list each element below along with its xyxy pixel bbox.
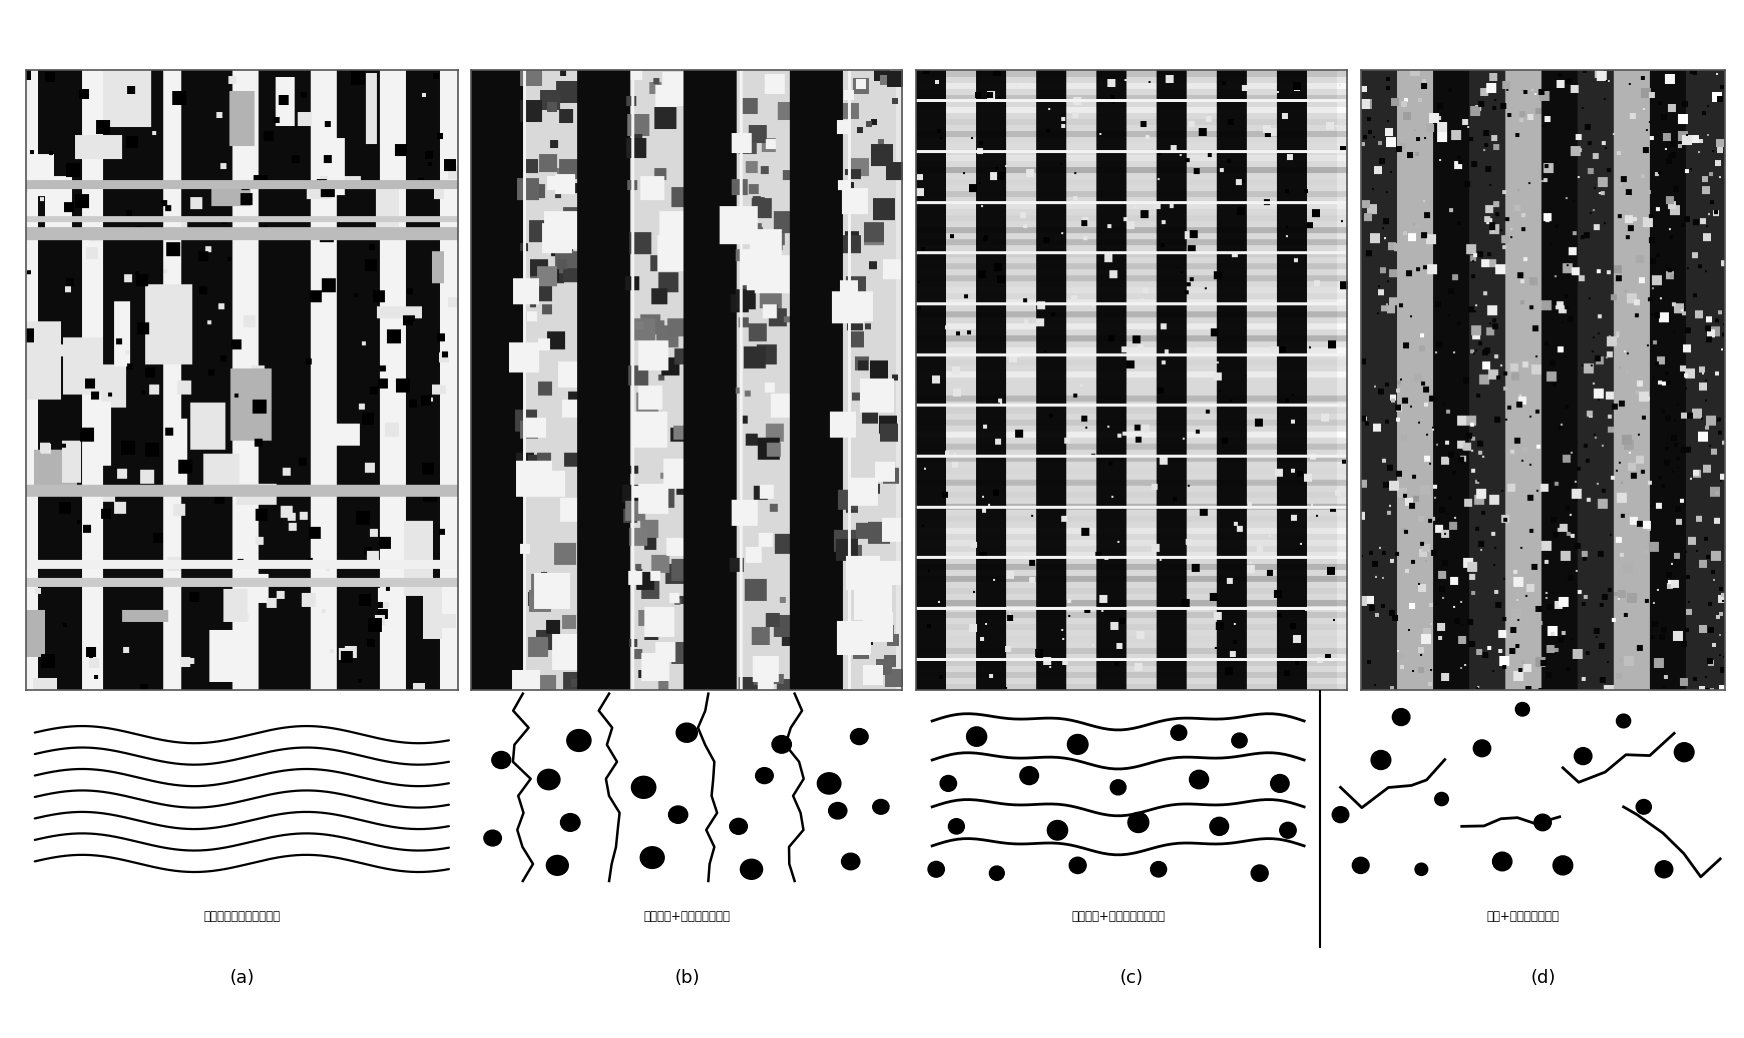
Circle shape [828, 802, 848, 819]
Circle shape [1617, 714, 1631, 728]
Circle shape [1128, 813, 1149, 832]
Circle shape [1554, 856, 1573, 875]
Text: 水平裂缝+溡孔洞水平流动层: 水平裂缝+溡孔洞水平流动层 [1071, 910, 1165, 923]
Circle shape [949, 819, 964, 834]
Circle shape [1535, 814, 1550, 830]
Circle shape [567, 730, 591, 752]
Circle shape [492, 752, 511, 768]
Text: (a): (a) [228, 968, 255, 986]
Circle shape [677, 723, 698, 742]
Circle shape [940, 775, 956, 791]
Circle shape [546, 855, 569, 875]
Circle shape [1048, 820, 1067, 840]
Circle shape [729, 818, 748, 835]
Circle shape [1231, 733, 1247, 748]
Circle shape [1516, 703, 1529, 716]
Circle shape [851, 729, 869, 744]
Circle shape [1069, 857, 1087, 874]
Circle shape [1435, 792, 1449, 805]
Circle shape [1210, 817, 1228, 836]
Circle shape [1371, 750, 1390, 769]
Circle shape [631, 776, 656, 798]
Text: (c): (c) [1120, 968, 1144, 986]
Circle shape [668, 805, 687, 823]
Circle shape [872, 799, 889, 814]
Circle shape [1414, 864, 1428, 875]
Circle shape [989, 866, 1005, 880]
Circle shape [1151, 862, 1167, 877]
Circle shape [1189, 770, 1209, 789]
Circle shape [755, 768, 773, 784]
Circle shape [1674, 743, 1693, 762]
Circle shape [1493, 852, 1512, 871]
Circle shape [1392, 709, 1409, 726]
Text: 裂缝+溡孔，未袍层岩: 裂缝+溡孔，未袍层岩 [1486, 910, 1559, 923]
Circle shape [1250, 865, 1268, 881]
Circle shape [818, 772, 841, 794]
Circle shape [741, 859, 762, 879]
Circle shape [1280, 822, 1296, 839]
Circle shape [483, 830, 501, 846]
Circle shape [1636, 799, 1652, 814]
Circle shape [537, 769, 560, 790]
Circle shape [773, 736, 792, 754]
Text: 粘土洞层，风化壳线识层: 粘土洞层，风化壳线识层 [204, 910, 281, 923]
Circle shape [1332, 807, 1348, 823]
Circle shape [1020, 767, 1038, 785]
Circle shape [1575, 747, 1592, 765]
Text: (b): (b) [673, 968, 699, 986]
Circle shape [560, 814, 581, 831]
Circle shape [1170, 725, 1186, 740]
Circle shape [842, 853, 860, 870]
Circle shape [928, 862, 944, 877]
Circle shape [1655, 861, 1672, 878]
Text: (d): (d) [1529, 968, 1556, 986]
Circle shape [1271, 774, 1289, 792]
Text: 垂直裂缝+溡孔垂直渗流层: 垂直裂缝+溡孔垂直渗流层 [644, 910, 731, 923]
Circle shape [1352, 857, 1369, 873]
Circle shape [640, 847, 664, 869]
Circle shape [1474, 740, 1491, 757]
Circle shape [1067, 735, 1088, 755]
Circle shape [966, 727, 987, 746]
Circle shape [1111, 780, 1127, 795]
